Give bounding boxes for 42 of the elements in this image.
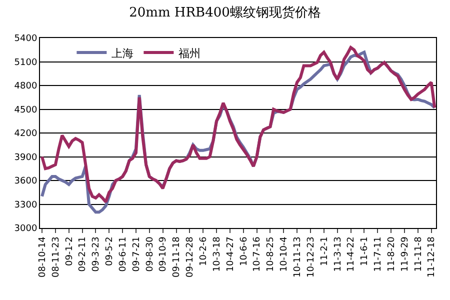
y-tick-label: 4500 xyxy=(14,105,38,116)
x-tick-label: 10-2-6 xyxy=(199,236,210,266)
x-tick-label: 10-6-6 xyxy=(239,236,250,266)
x-tick-label: 09-2-11 xyxy=(78,236,88,272)
y-tick-label: 3900 xyxy=(14,152,38,163)
x-tick-label: 10-7-16 xyxy=(252,236,263,272)
x-tick-label: 11-12-18 xyxy=(427,236,438,278)
y-tick-label: 4800 xyxy=(14,82,38,92)
x-tick-label: 09-7-21 xyxy=(132,236,142,272)
x-tick-label: 11-3-13 xyxy=(333,236,344,272)
legend-label: 福州 xyxy=(178,46,201,60)
y-tick-label: 3600 xyxy=(14,176,38,187)
y-tick-label: 3000 xyxy=(14,224,38,234)
x-tick-label: 09-12-28 xyxy=(186,236,196,278)
x-tick-label: 11-9-29 xyxy=(400,236,410,272)
x-tick-label: 09-1-2 xyxy=(64,236,75,266)
x-tick-label: 09-11-18 xyxy=(172,236,182,278)
x-tick-label: 09-3-23 xyxy=(92,236,102,272)
chart-title: 20mm HRB400螺纹钢现货价格 xyxy=(129,6,321,21)
x-tick-label: 09-5-2 xyxy=(105,236,116,266)
x-tick-label: 09-10-9 xyxy=(158,236,169,272)
x-tick-label: 11-6-1 xyxy=(360,236,370,266)
x-tick-label: 10-4-27 xyxy=(226,236,236,272)
x-tick-label: 10-10-4 xyxy=(280,236,290,272)
x-tick-label: 11-11-8 xyxy=(414,236,424,272)
y-tick-label: 5100 xyxy=(14,58,38,68)
x-tick-label: 10-12-23 xyxy=(306,236,316,278)
y-tick-label: 4200 xyxy=(14,129,38,140)
x-tick-label: 08-10-14 xyxy=(38,236,48,278)
x-tick-label: 09-8-30 xyxy=(145,236,156,272)
x-tick-label: 11-2-1 xyxy=(320,236,330,266)
y-tick-label: 5400 xyxy=(14,34,38,44)
x-tick-label: 10-3-18 xyxy=(212,236,222,272)
x-tick-label: 09-6-11 xyxy=(118,236,128,272)
x-tick-label: 08-11-23 xyxy=(51,236,62,278)
y-tick-label: 3300 xyxy=(14,200,38,210)
x-tick-label: 11-8-20 xyxy=(386,236,397,272)
x-tick-label: 10-8-25 xyxy=(266,236,276,272)
legend-label: 上海 xyxy=(112,46,134,60)
x-tick-label: 11-7-11 xyxy=(374,236,384,272)
x-tick-label: 10-11-13 xyxy=(292,236,303,278)
x-tick-label: 11-4-22 xyxy=(346,236,357,272)
